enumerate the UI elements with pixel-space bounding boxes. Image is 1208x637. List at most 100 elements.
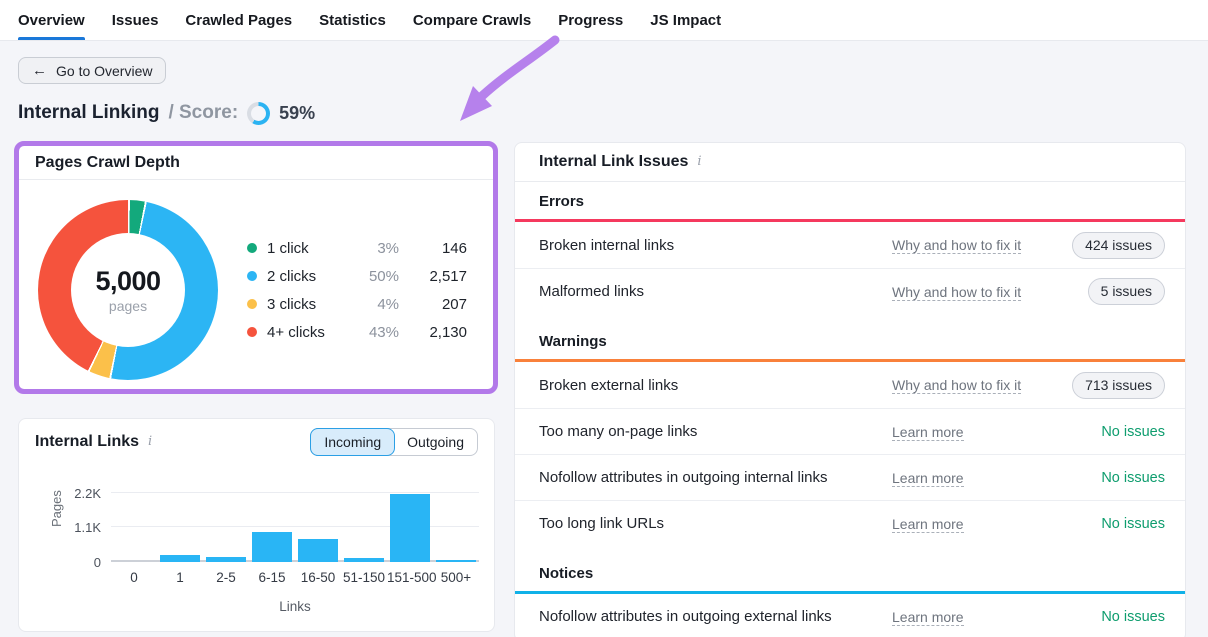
page-title: Internal Linking bbox=[18, 102, 160, 123]
go-to-overview-button[interactable]: ← Go to Overview bbox=[18, 57, 167, 84]
tab-label: Statistics bbox=[319, 11, 386, 29]
annotation-arrow-icon bbox=[460, 35, 560, 121]
panel-title: Pages Crawl Depth bbox=[35, 153, 180, 171]
x-axis-tick: 1 bbox=[176, 570, 184, 585]
tab-label: Progress bbox=[558, 11, 624, 29]
tab-crawled-pages[interactable]: Crawled Pages bbox=[185, 0, 292, 40]
x-axis-tick: 51-150 bbox=[342, 570, 386, 585]
issue-row-malformed-links: Malformed links Why and how to fix it 5 … bbox=[515, 268, 1185, 314]
score-ring-icon bbox=[247, 101, 271, 125]
legend-item-3-clicks: 3 clicks 4% 207 bbox=[247, 290, 467, 318]
issue-row-too-long-link-urls: Too long link URLs Learn more No issues bbox=[515, 500, 1185, 546]
section-line-warnings bbox=[515, 359, 1185, 362]
bar-51-150 bbox=[344, 558, 384, 562]
toggle-incoming[interactable]: Incoming bbox=[310, 428, 396, 456]
learn-more-link[interactable]: Learn more bbox=[892, 469, 964, 487]
x-axis-tick: 500+ bbox=[440, 570, 472, 585]
back-button-label: Go to Overview bbox=[56, 62, 153, 79]
toggle-outgoing[interactable]: Outgoing bbox=[393, 428, 478, 456]
legend-count: 207 bbox=[441, 295, 467, 313]
panel-title-row: Internal Link Issues i bbox=[515, 143, 1185, 182]
panel-title-row: Internal Links i bbox=[19, 419, 494, 465]
no-issues-status: No issues bbox=[1101, 423, 1165, 440]
why-how-to-fix-link[interactable]: Why and how to fix it bbox=[892, 377, 1022, 394]
legend-dot-icon bbox=[247, 299, 257, 309]
info-icon[interactable]: i bbox=[697, 153, 702, 169]
issue-label: Broken internal links bbox=[539, 236, 675, 254]
issue-label: Nofollow attributes in outgoing internal… bbox=[539, 469, 828, 486]
learn-more-link[interactable]: Learn more bbox=[892, 515, 964, 533]
internal-link-issues-panel: Internal Link Issues i Errors Broken int… bbox=[514, 142, 1186, 637]
x-axis-tick: 16-50 bbox=[300, 570, 336, 585]
legend-count: 146 bbox=[441, 239, 467, 257]
why-how-to-fix-link[interactable]: Why and how to fix it bbox=[892, 237, 1022, 254]
pages-crawl-depth-panel: Pages Crawl Depth 5,000 pages 1 click 3%… bbox=[14, 141, 498, 394]
issues-count-badge[interactable]: 424 issues bbox=[1072, 231, 1165, 259]
issue-label: Too many on-page links bbox=[539, 423, 698, 440]
legend-item-4plus-clicks: 4+ clicks 43% 2,130 bbox=[247, 318, 467, 346]
panel-title-row: Pages Crawl Depth bbox=[19, 146, 493, 180]
legend-label: 4+ clicks bbox=[267, 323, 325, 341]
issue-row-broken-internal-links: Broken internal links Why and how to fix… bbox=[515, 222, 1185, 268]
legend-pct: 43% bbox=[368, 323, 399, 341]
tab-js-impact[interactable]: JS Impact bbox=[650, 0, 721, 40]
donut-total-label: pages bbox=[108, 298, 148, 314]
issue-label: Broken external links bbox=[539, 376, 679, 394]
tab-label: Compare Crawls bbox=[412, 11, 532, 29]
section-header-warnings: Warnings bbox=[539, 333, 607, 350]
x-axis-tick: 2-5 bbox=[216, 570, 236, 585]
why-how-to-fix-link[interactable]: Why and how to fix it bbox=[892, 283, 1022, 301]
issue-label: Too long link URLs bbox=[539, 515, 665, 532]
tab-label: Issues bbox=[111, 11, 159, 29]
tab-label: Overview bbox=[18, 11, 85, 29]
tab-issues[interactable]: Issues bbox=[112, 0, 159, 40]
pages-crawl-depth-inner: Pages Crawl Depth 5,000 pages 1 click 3%… bbox=[19, 146, 493, 389]
donut-legend: 1 click 3% 146 2 clicks 50% 2,517 3 clic… bbox=[247, 234, 467, 346]
legend-pct: 50% bbox=[368, 267, 399, 285]
x-axis-ticks: 0 1 2-5 6-15 16-50 51-150 151-500 500+ bbox=[111, 570, 479, 585]
issue-row-broken-external-links: Broken external links Why and how to fix… bbox=[515, 362, 1185, 408]
y-axis-tick: 2.2K bbox=[74, 486, 101, 501]
donut-center: 5,000 pages bbox=[71, 233, 185, 347]
tab-progress[interactable]: Progress bbox=[558, 0, 623, 40]
bar-6-15 bbox=[252, 532, 292, 562]
section-header-notices: Notices bbox=[539, 565, 594, 582]
bar-151-500 bbox=[390, 494, 430, 562]
y-axis-tick: 0 bbox=[93, 555, 101, 570]
issue-row-nofollow-outgoing-internal: Nofollow attributes in outgoing internal… bbox=[515, 454, 1185, 500]
legend-count: 2,517 bbox=[429, 267, 467, 285]
section-header-errors: Errors bbox=[539, 193, 585, 210]
legend-dot-icon bbox=[247, 327, 257, 337]
bar-chart-plot bbox=[111, 419, 479, 562]
y-axis-tick: 1.1K bbox=[74, 520, 101, 535]
bar-500plus bbox=[436, 560, 476, 562]
bar-1 bbox=[160, 555, 200, 562]
legend-dot-icon bbox=[247, 271, 257, 281]
bar-2-5 bbox=[206, 557, 246, 562]
tab-statistics[interactable]: Statistics bbox=[319, 0, 386, 40]
tab-label: JS Impact bbox=[650, 11, 722, 29]
legend-label: 3 clicks bbox=[267, 295, 317, 313]
learn-more-link[interactable]: Learn more bbox=[892, 423, 964, 441]
score-label: / Score: bbox=[168, 102, 239, 123]
tab-overview[interactable]: Overview bbox=[18, 0, 85, 40]
legend-pct: 3% bbox=[377, 239, 399, 257]
no-issues-status: No issues bbox=[1101, 469, 1165, 486]
x-axis-tick: 0 bbox=[130, 570, 138, 585]
tab-compare-crawls[interactable]: Compare Crawls bbox=[413, 0, 531, 40]
arrow-left-icon: ← bbox=[32, 62, 47, 79]
issues-count-badge[interactable]: 5 issues bbox=[1087, 278, 1165, 305]
gridline bbox=[111, 526, 479, 527]
legend-count: 2,130 bbox=[429, 323, 467, 341]
issue-row-nofollow-outgoing-external: Nofollow attributes in outgoing external… bbox=[515, 594, 1185, 637]
info-icon[interactable]: i bbox=[148, 433, 153, 449]
crawl-depth-donut-chart: 5,000 pages bbox=[38, 200, 218, 380]
score-value: 59% bbox=[279, 102, 316, 123]
x-axis-baseline bbox=[111, 560, 479, 562]
bars bbox=[111, 419, 479, 562]
top-navigation: Overview Issues Crawled Pages Statistics… bbox=[0, 0, 1208, 41]
legend-item-2-clicks: 2 clicks 50% 2,517 bbox=[247, 262, 467, 290]
learn-more-link[interactable]: Learn more bbox=[892, 608, 964, 626]
panel-title: Internal Link Issues bbox=[539, 153, 689, 170]
issues-count-badge[interactable]: 713 issues bbox=[1072, 371, 1165, 399]
